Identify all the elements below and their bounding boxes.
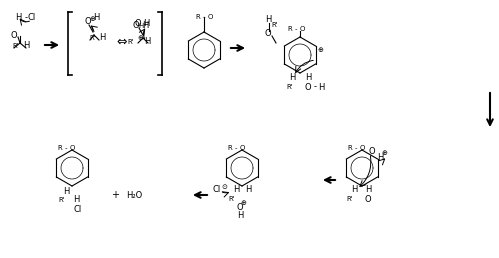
Text: H: H	[73, 196, 79, 205]
Text: R': R'	[59, 197, 65, 203]
Text: R: R	[287, 26, 292, 32]
Text: H: H	[365, 186, 371, 195]
Text: H₂O: H₂O	[126, 190, 142, 199]
Text: O: O	[135, 19, 141, 28]
Text: R': R'	[90, 35, 96, 41]
Text: H: H	[377, 154, 383, 163]
Text: ⊕: ⊕	[137, 35, 143, 41]
Text: Cl: Cl	[213, 186, 221, 195]
Text: ⊕: ⊕	[381, 150, 387, 156]
Text: R: R	[228, 145, 233, 151]
Text: H: H	[138, 23, 144, 29]
Text: ⊕: ⊕	[240, 200, 246, 206]
Text: ⊕: ⊕	[317, 47, 323, 53]
Text: O: O	[240, 145, 245, 151]
Text: H: H	[305, 74, 311, 83]
Text: H: H	[15, 13, 21, 22]
Text: -: -	[24, 13, 27, 22]
Text: O: O	[10, 31, 17, 41]
Text: R': R'	[128, 39, 134, 45]
Text: O: O	[264, 28, 271, 37]
Text: H: H	[93, 13, 99, 22]
Text: R: R	[57, 145, 62, 151]
Text: ⊕: ⊕	[89, 16, 95, 22]
Text: H: H	[233, 186, 239, 195]
Text: H: H	[351, 186, 357, 195]
Text: +: +	[111, 190, 119, 200]
Text: R: R	[196, 14, 201, 20]
Text: O: O	[207, 14, 213, 20]
Text: H: H	[318, 83, 324, 92]
Text: O: O	[369, 147, 375, 156]
Text: -: -	[295, 26, 297, 32]
Text: -: -	[65, 145, 67, 151]
Text: Cl: Cl	[74, 205, 82, 214]
Text: R': R'	[347, 196, 353, 202]
Text: -: -	[235, 145, 237, 151]
Text: Cl: Cl	[28, 13, 36, 22]
Text: H: H	[142, 20, 148, 29]
Text: R': R'	[271, 22, 278, 28]
Text: -: -	[313, 83, 316, 92]
Text: H: H	[289, 74, 295, 83]
Text: H: H	[143, 19, 149, 28]
Text: H: H	[237, 212, 243, 221]
Text: O: O	[299, 26, 305, 32]
Text: O: O	[85, 18, 91, 27]
Text: H: H	[23, 42, 29, 51]
Text: H: H	[63, 187, 69, 196]
Text: R': R'	[287, 84, 293, 90]
Text: -: -	[203, 14, 205, 20]
Text: O: O	[365, 195, 371, 204]
Text: O: O	[305, 83, 311, 92]
Text: O: O	[133, 20, 139, 29]
Text: H: H	[265, 15, 271, 25]
Text: R': R'	[229, 196, 236, 202]
Text: H: H	[144, 37, 150, 46]
Text: ⊙: ⊙	[221, 184, 227, 190]
Text: H: H	[99, 34, 105, 43]
Text: ⇔: ⇔	[117, 36, 127, 49]
Text: H: H	[245, 186, 251, 195]
Text: O: O	[237, 204, 244, 213]
Text: O: O	[359, 145, 365, 151]
Text: -: -	[355, 145, 357, 151]
Text: R': R'	[12, 43, 19, 49]
Text: R: R	[348, 145, 352, 151]
Text: O: O	[69, 145, 75, 151]
